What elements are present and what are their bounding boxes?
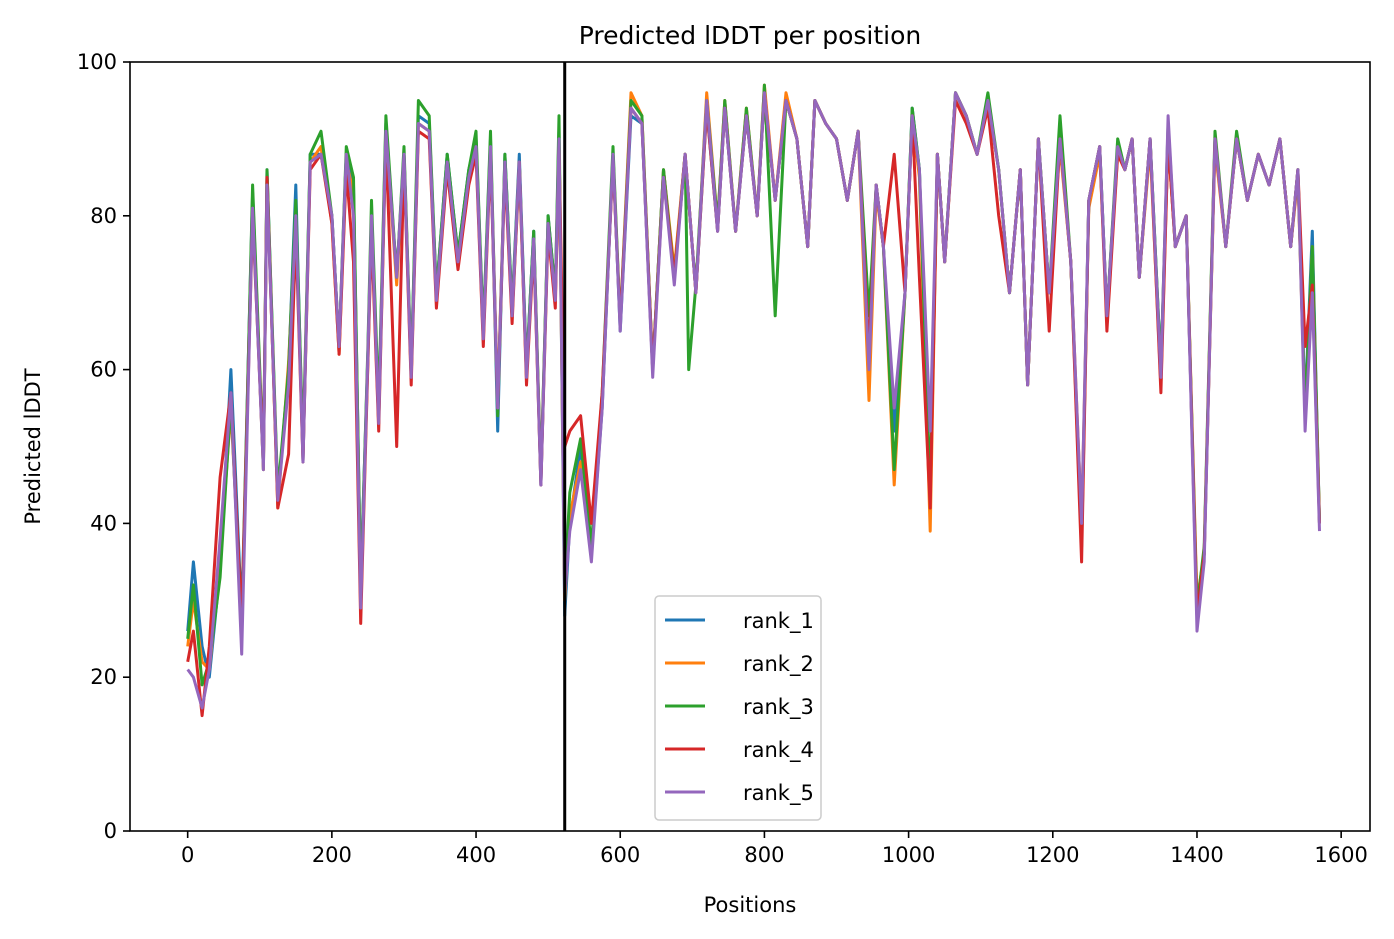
x-axis: 0 200 400 600 800 1000 1200 1400 1600 [181, 831, 1368, 867]
plot-frame [129, 61, 1371, 832]
y-tick-label: 20 [90, 665, 117, 689]
x-tick-label: 1600 [1314, 843, 1367, 867]
legend: rank_1 rank_2 rank_3 rank_4 rank_5 [654, 595, 822, 821]
y-tick-label: 0 [104, 819, 117, 843]
legend-label: rank_3 [743, 695, 814, 720]
legend-label: rank_5 [743, 781, 814, 806]
x-tick-label: 1200 [1026, 843, 1079, 867]
y-tick-label: 40 [90, 511, 117, 535]
x-axis-title: Positions [704, 893, 797, 917]
y-tick-label: 60 [90, 358, 117, 382]
x-tick-label: 1400 [1170, 843, 1223, 867]
series-layer [186, 83, 1321, 718]
chart-title: Predicted lDDT per position [579, 21, 921, 50]
x-tick-label: 1000 [882, 843, 935, 867]
y-tick-label: 100 [77, 50, 117, 74]
y-axis: 0 20 40 60 80 100 [77, 50, 130, 843]
x-tick-label: 0 [181, 843, 194, 867]
legend-label: rank_2 [743, 652, 814, 677]
x-tick-label: 400 [456, 843, 496, 867]
y-tick-label: 80 [90, 204, 117, 228]
legend-box [654, 595, 822, 821]
x-tick-label: 200 [312, 843, 352, 867]
plot-area [186, 62, 1321, 831]
x-tick-label: 800 [744, 843, 784, 867]
series-line-rank-5 [186, 91, 1321, 710]
legend-label: rank_4 [743, 738, 814, 763]
legend-label: rank_1 [743, 609, 814, 634]
y-axis-title: Predicted lDDT [21, 368, 45, 524]
x-tick-label: 600 [600, 843, 640, 867]
